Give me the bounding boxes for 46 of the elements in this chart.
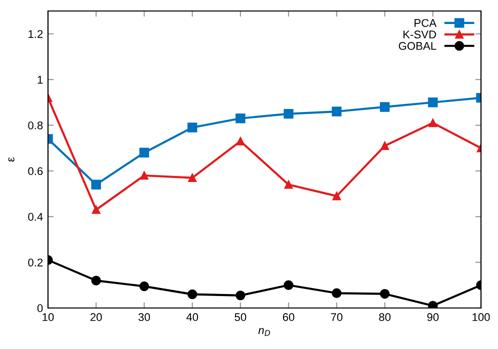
x-axis-title: n$_{D}$ [258,328,270,336]
x-tick-label: 50 [234,313,246,322]
point [187,289,198,300]
point [139,148,150,158]
point [428,118,438,128]
y-tick-label: 0.2 [28,258,43,266]
point [187,122,198,132]
x-tick-label: 90 [427,313,439,322]
y-axis-title: ε [8,157,14,162]
point [284,280,294,290]
point [380,102,390,112]
y-tick-label: 1 [38,76,43,84]
point [332,106,342,116]
x-tick-label: 20 [90,313,102,322]
y-tick-label: 0.6 [28,167,43,176]
point [91,276,101,286]
point [332,192,341,200]
point [428,300,438,308]
point [139,281,150,292]
point [236,114,246,124]
point [92,206,100,214]
y-tick-label: 0 [37,304,43,312]
point [284,180,293,189]
y-tick-label: 1.2 [28,30,43,38]
point [188,174,196,182]
x-tick-label: 60 [282,313,294,322]
point [236,290,246,300]
legend-label: PCA [414,19,437,27]
y-tick-label: 0.8 [28,122,43,130]
point [332,288,342,298]
point [236,137,245,146]
x-tick-label: 40 [186,313,198,322]
legend-label: K-SVD [404,30,436,38]
point [140,171,148,180]
point [91,180,101,190]
x-tick-label: 30 [138,313,150,322]
x-tick-label: 80 [379,313,391,322]
y-tick-label: 0.4 [28,212,43,221]
x-tick-label: 10 [42,313,54,322]
point [380,142,389,150]
point [380,288,390,299]
point [284,108,294,119]
point [428,98,438,108]
x-tick-label: 70 [331,313,342,322]
x-tick-label: 100 [472,313,490,322]
legend-label: GOBAL [398,42,436,50]
